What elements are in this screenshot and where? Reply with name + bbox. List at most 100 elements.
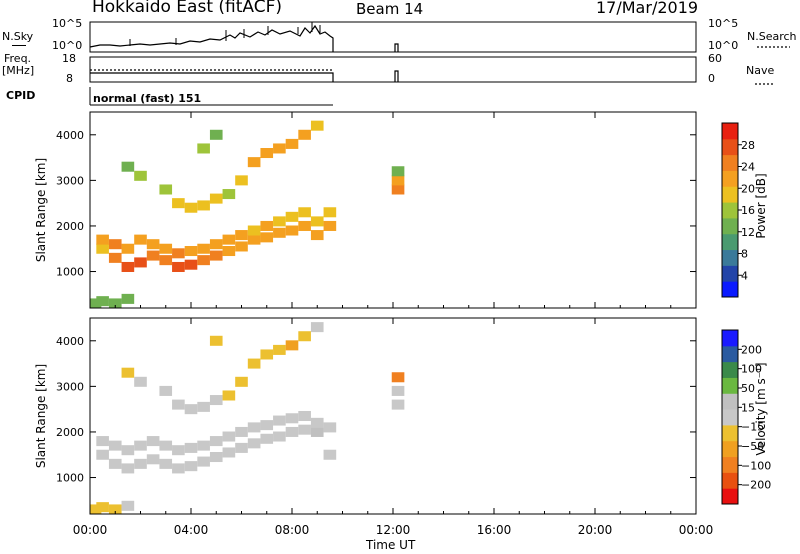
power-data-cell (391, 175, 405, 186)
velocity-data-cell (222, 390, 236, 401)
velocity-data-cell (159, 458, 173, 469)
power-colorbar-segment (722, 123, 738, 140)
power-data-cell (96, 296, 109, 307)
velocity-data-cell (391, 385, 405, 396)
velocity-colorbar-segment (722, 345, 738, 363)
power-data-cell (121, 243, 135, 254)
velocity-colorbar-frame (721, 329, 739, 505)
velocity-data-cell (235, 442, 248, 453)
velocity-data-cell (134, 440, 147, 451)
nsky-tick-bottom-left: 10^0 (52, 39, 83, 52)
velocity-data-cell (172, 399, 185, 410)
velocity-colorbar-label: Velocity [m s⁻¹] (754, 362, 768, 456)
velocity-data-cell (108, 440, 122, 451)
velocity-panel-bg (90, 318, 696, 514)
velocity-ylabel: Slant Range [km] (34, 363, 48, 469)
date-label: 17/Mar/2019 (596, 0, 699, 17)
velocity-colorbar-tick-label: 100 (741, 363, 762, 376)
power-data-layer (90, 120, 405, 308)
power-data-cell (134, 170, 147, 181)
nave-tick-top: 60 (708, 52, 722, 65)
velocity-data-cell (209, 452, 223, 463)
power-data-cell (247, 234, 261, 245)
nave-label: Nave (746, 64, 775, 77)
velocity-data-cell (298, 331, 311, 342)
power-data-cell (235, 175, 248, 186)
power-data-cell (222, 189, 236, 200)
x-tick-label: 08:00 (275, 523, 310, 537)
velocity-data-cell (121, 367, 135, 378)
power-data-cell (108, 298, 122, 308)
velocity-data-cell (121, 463, 135, 474)
nsky-noise-spikes (129, 22, 321, 46)
power-data-cell (197, 143, 210, 154)
velocity-colorbar-tick-label: 50 (741, 382, 755, 395)
power-data-cell (184, 259, 198, 270)
power-colorbar-tick-label: 24 (741, 161, 755, 174)
power-data-cell (391, 184, 405, 195)
velocity-data-cell (108, 458, 122, 469)
power-colorbar-tick-label: 12 (741, 226, 755, 239)
velocity-data-cell (184, 461, 198, 472)
velocity-data-cell (146, 436, 160, 447)
power-data-cell (222, 234, 236, 245)
power-data-cell (172, 248, 185, 259)
velocity-data-cell (310, 426, 324, 437)
x-tick-label: 00:00 (73, 523, 108, 537)
power-data-cell (134, 257, 147, 268)
power-data-cell (209, 250, 223, 261)
velocity-data-cell (273, 431, 286, 442)
velocity-data-cell (121, 500, 135, 511)
velocity-data-cell (96, 449, 109, 460)
power-data-cell (184, 246, 198, 257)
velocity-colorbar-segment (722, 456, 738, 473)
freq-panel (89, 56, 697, 83)
power-data-cell (298, 129, 311, 140)
velocity-data-cell (235, 426, 248, 437)
velocity-data-cell (197, 456, 210, 467)
velocity-data-cell (247, 422, 261, 433)
velocity-y-tick-label: 3000 (56, 380, 84, 393)
power-data-cell (247, 225, 261, 236)
velocity-data-cell (323, 422, 337, 433)
velocity-data-cell (260, 349, 274, 360)
velocity-data-cell (96, 436, 109, 447)
velocity-data-cell (96, 502, 109, 513)
velocity-data-cell (108, 504, 122, 514)
power-colorbar-segment (722, 217, 738, 235)
power-colorbar-segment (722, 233, 738, 251)
power-data-cell (285, 225, 299, 236)
nsky-legend-line (12, 45, 26, 46)
power-data-cell (391, 166, 405, 177)
power-data-cell (310, 120, 324, 131)
power-data-cell (209, 193, 223, 204)
velocity-data-cell (285, 426, 299, 437)
velocity-data-cell (222, 447, 236, 458)
velocity-data-cell (146, 454, 160, 465)
power-panel-bg (90, 112, 696, 308)
velocity-data-cell (184, 442, 198, 453)
velocity-data-cell (197, 401, 210, 412)
velocity-data-cell (209, 436, 223, 447)
freq-unit: [MHz] (2, 64, 35, 77)
freq-trace (90, 70, 399, 82)
power-data-cell (323, 207, 337, 218)
freq-tick-bottom: 8 (66, 72, 73, 85)
power-colorbar-label: Power [dB] (754, 173, 768, 239)
nsky-tick-bottom-right: 10^0 (708, 39, 739, 52)
power-data-cell (134, 234, 147, 245)
power-y-tick-label: 3000 (56, 174, 84, 187)
velocity-data-cell (134, 376, 147, 387)
cpid-label: CPID (6, 89, 36, 102)
velocity-data-cell (285, 413, 299, 424)
station-title: Hokkaido East (fitACF) (92, 0, 283, 17)
nsearch-label: N.Search (747, 30, 797, 43)
velocity-data-cell (222, 431, 236, 442)
beam-label: Beam 14 (356, 0, 424, 18)
velocity-data-cell (184, 404, 198, 415)
velocity-colorbar-segment (722, 409, 738, 426)
x-axis-title: Time UT (366, 538, 416, 552)
power-data-cell (197, 255, 210, 266)
power-data-cell (159, 184, 173, 195)
